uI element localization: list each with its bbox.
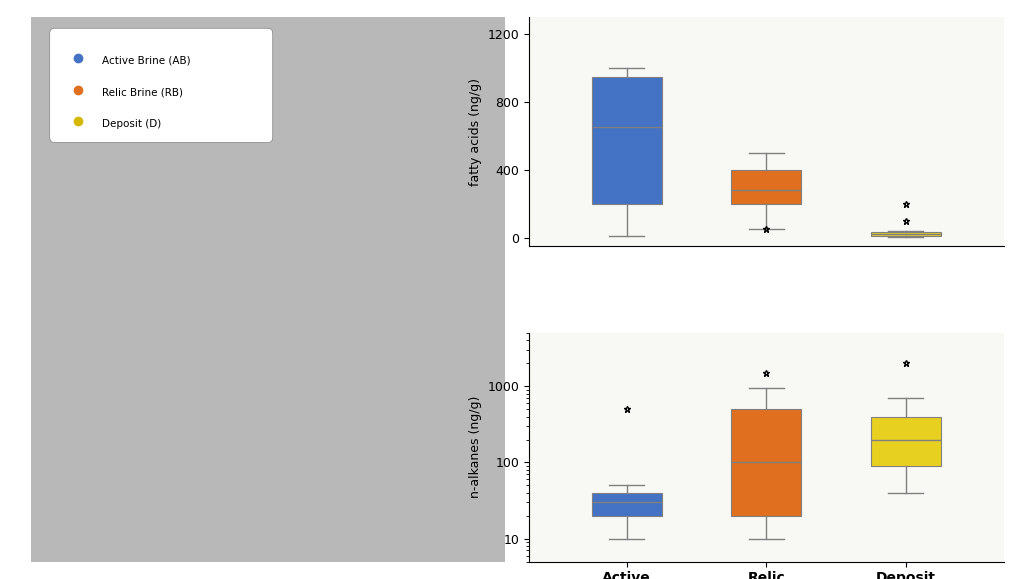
PathPatch shape — [871, 232, 941, 236]
Text: Deposit (D): Deposit (D) — [102, 119, 161, 129]
PathPatch shape — [592, 493, 662, 516]
Text: Relic Brine (RB): Relic Brine (RB) — [102, 87, 183, 97]
PathPatch shape — [871, 416, 941, 466]
Y-axis label: fatty acids (ng/g): fatty acids (ng/g) — [469, 78, 482, 186]
PathPatch shape — [731, 409, 801, 516]
PathPatch shape — [592, 76, 662, 204]
Y-axis label: n-alkanes (ng/g): n-alkanes (ng/g) — [469, 396, 482, 499]
Text: Active Brine (AB): Active Brine (AB) — [102, 56, 190, 66]
PathPatch shape — [731, 170, 801, 204]
FancyBboxPatch shape — [50, 28, 272, 142]
